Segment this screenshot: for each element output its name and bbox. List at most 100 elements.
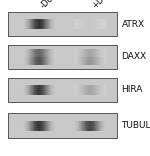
Bar <box>40 19 41 29</box>
Bar <box>104 57 105 65</box>
Bar <box>81 85 82 95</box>
Bar <box>28 120 29 131</box>
Bar <box>22 85 23 95</box>
Bar <box>52 19 53 29</box>
Bar <box>29 49 30 57</box>
Bar <box>54 57 55 65</box>
Bar <box>53 49 54 57</box>
Bar <box>51 49 52 57</box>
Bar <box>40 49 41 57</box>
Bar <box>86 49 87 57</box>
Bar <box>45 49 46 57</box>
Bar <box>99 120 100 131</box>
Bar <box>82 49 83 57</box>
Bar <box>28 57 29 65</box>
Bar <box>40 120 41 131</box>
Bar <box>86 19 87 29</box>
Bar <box>40 57 41 65</box>
Bar <box>82 19 83 29</box>
Bar <box>42 57 43 65</box>
Bar <box>36 19 37 29</box>
Bar <box>77 85 78 95</box>
Bar <box>49 57 50 65</box>
Bar <box>84 85 85 95</box>
Bar <box>90 120 91 131</box>
Bar <box>29 120 30 131</box>
Bar <box>95 120 96 131</box>
Bar <box>41 57 42 65</box>
Bar <box>88 49 89 57</box>
Bar <box>102 49 103 57</box>
Bar <box>39 85 40 95</box>
Bar <box>29 57 30 65</box>
Bar <box>83 85 84 95</box>
Bar <box>77 120 78 131</box>
Bar <box>40 85 41 95</box>
Bar <box>25 120 26 131</box>
Bar <box>28 19 29 29</box>
Bar <box>44 19 45 29</box>
Bar <box>75 49 76 57</box>
Bar <box>43 85 44 95</box>
Bar <box>26 85 27 95</box>
Bar <box>42 120 43 131</box>
Bar <box>98 57 99 65</box>
Bar <box>83 120 84 131</box>
Bar <box>88 19 89 29</box>
Bar <box>90 49 91 57</box>
Bar <box>100 57 101 65</box>
Bar <box>33 49 34 57</box>
Bar <box>53 120 54 131</box>
Bar <box>31 19 32 29</box>
Bar <box>86 85 87 95</box>
Bar <box>47 57 48 65</box>
Bar <box>92 19 93 29</box>
Text: DAXX: DAXX <box>122 52 147 61</box>
Bar <box>50 120 51 131</box>
Bar <box>80 57 81 65</box>
Bar <box>85 49 86 57</box>
Bar <box>27 19 28 29</box>
Bar <box>48 19 49 29</box>
Bar <box>103 85 104 95</box>
Bar <box>32 85 33 95</box>
Bar <box>101 49 102 57</box>
Bar <box>87 57 88 65</box>
Bar <box>94 19 95 29</box>
Bar <box>93 120 94 131</box>
Bar <box>30 49 31 57</box>
Bar <box>33 120 34 131</box>
Bar <box>80 120 81 131</box>
Bar <box>23 85 24 95</box>
Bar <box>53 19 54 29</box>
Bar <box>22 19 23 29</box>
Bar <box>79 120 80 131</box>
Bar <box>36 85 37 95</box>
Bar <box>54 49 55 57</box>
Bar <box>93 19 94 29</box>
Bar <box>27 57 28 65</box>
Bar <box>45 120 46 131</box>
Bar <box>40 85 41 95</box>
Bar <box>95 85 96 95</box>
Bar <box>55 19 56 29</box>
Bar <box>86 57 87 65</box>
Bar <box>98 49 99 57</box>
Bar <box>97 57 98 65</box>
Bar <box>97 49 98 57</box>
Bar <box>96 120 97 131</box>
Bar <box>8 78 117 102</box>
Bar <box>81 19 82 29</box>
Bar <box>101 19 102 29</box>
Bar <box>98 120 99 131</box>
Bar <box>38 120 39 131</box>
Bar <box>105 19 106 29</box>
Bar <box>8 12 117 36</box>
Bar <box>76 57 77 65</box>
Bar <box>82 57 83 65</box>
Bar <box>38 19 39 29</box>
Bar <box>43 120 44 131</box>
Bar <box>99 19 100 29</box>
Bar <box>49 120 50 131</box>
Bar <box>96 49 97 57</box>
